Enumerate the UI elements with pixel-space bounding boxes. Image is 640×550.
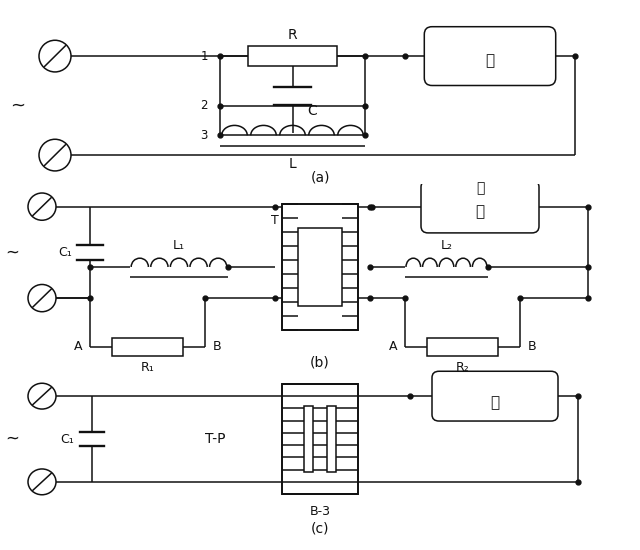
Text: (c): (c) [311, 522, 329, 536]
Text: B: B [528, 340, 536, 353]
Bar [282, 204, 358, 330]
Text: ~: ~ [5, 430, 19, 448]
Text: C: C [307, 103, 317, 118]
Text: C₁: C₁ [60, 432, 74, 446]
Bar [282, 384, 358, 494]
Text: R: R [288, 28, 298, 42]
Text: 灯: 灯 [476, 204, 484, 219]
Text: L₂: L₂ [440, 239, 452, 252]
Text: 3: 3 [200, 129, 208, 142]
Text: R₂: R₂ [456, 361, 469, 375]
Text: R₁: R₁ [141, 361, 154, 375]
Text: B: B [213, 340, 221, 353]
Bar [305, 406, 313, 472]
Text: L: L [289, 157, 296, 171]
FancyBboxPatch shape [421, 180, 539, 233]
Text: (b): (b) [310, 355, 330, 369]
Text: T-P: T-P [205, 432, 225, 446]
Text: 1: 1 [200, 50, 208, 63]
Text: B-3: B-3 [310, 505, 330, 518]
Text: A: A [74, 340, 82, 353]
Text: C₁: C₁ [58, 246, 72, 259]
Text: 灯: 灯 [490, 395, 500, 410]
Text: L₁: L₁ [173, 239, 185, 252]
Text: 灯: 灯 [476, 181, 484, 195]
Bar [248, 46, 337, 66]
Text: T: T [271, 214, 279, 227]
Text: ~: ~ [10, 97, 26, 114]
Text: 灯: 灯 [485, 53, 495, 69]
Text: 2: 2 [200, 99, 208, 112]
Bar [327, 406, 335, 472]
FancyBboxPatch shape [424, 27, 556, 85]
Text: A: A [388, 340, 397, 353]
Bar [112, 338, 183, 355]
Text: ~: ~ [5, 243, 19, 261]
Text: (a): (a) [310, 171, 330, 185]
Bar [298, 228, 342, 306]
FancyBboxPatch shape [432, 371, 558, 421]
Bar [427, 338, 498, 355]
